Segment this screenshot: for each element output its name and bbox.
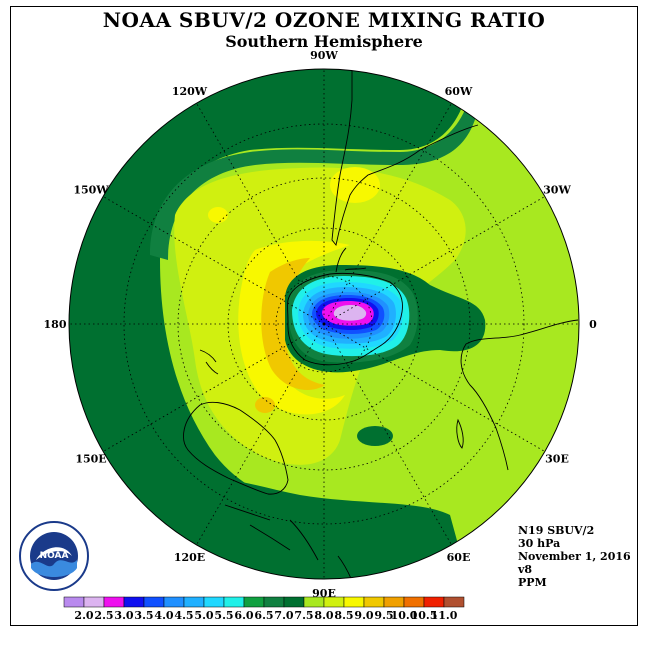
colorbar-label: 4.5 [174, 609, 193, 622]
field-dark-green [69, 69, 470, 579]
coast-australia [183, 401, 289, 495]
meridian-line [323, 323, 452, 546]
meridian-line [323, 196, 546, 325]
field-dark-green-blob [357, 426, 393, 446]
colorbar-swatch [183, 596, 205, 608]
longitude-label: 0 [589, 318, 597, 331]
colorbar-swatch [263, 596, 285, 608]
latitude-circle-4 [123, 123, 525, 525]
colorbar-swatch [123, 596, 145, 608]
map-frame [10, 6, 638, 626]
colorbar-swatch [163, 596, 185, 608]
meridian-line [196, 102, 325, 325]
colorbar-label: 9.0 [354, 609, 373, 622]
colorbar-label: 5.0 [194, 609, 213, 622]
info-block: N19 SBUV/2 30 hPa November 1, 2016 v8 PP… [518, 524, 631, 589]
coastlines [183, 69, 579, 579]
meridian-line [323, 102, 452, 325]
map-subtitle: Southern Hemisphere [225, 32, 423, 51]
colorbar-label: 8.0 [314, 609, 333, 622]
colorbar-swatch [223, 596, 245, 608]
logo-wave [31, 560, 77, 577]
field-gold-spot [255, 397, 275, 413]
colorbar-label: 6.0 [234, 609, 253, 622]
colorbar-swatch [63, 596, 85, 608]
coast-india [337, 555, 356, 579]
field-dark-green-south [160, 476, 470, 579]
colorbar-label: 7.0 [274, 609, 293, 622]
longitude-label: 120W [172, 85, 208, 98]
colorbar-swatch [103, 596, 125, 608]
colorbar-label: 10.5 [411, 609, 438, 622]
logo-bird [36, 547, 72, 560]
coast-south-america [331, 69, 479, 247]
coast-se-asia [224, 504, 319, 561]
longitude-label: 90W [310, 49, 338, 62]
contour-2-5 [333, 305, 367, 321]
coast-africa [460, 319, 579, 471]
field-yellow-spot-1 [330, 167, 380, 203]
colorbar: 2.0 2.5 3.0 3.5 4.0 4.5 5.0 5.5 6.0 6.5 7.0 7.5 8.0 8… [63, 596, 465, 622]
ozone-field [69, 69, 579, 579]
map-border [68, 68, 580, 580]
colorbar-label: 10.0 [391, 609, 418, 622]
colorbar-label: 4.0 [154, 609, 173, 622]
coast-antarctica [287, 272, 403, 366]
colorbar-label: 9.5 [374, 609, 393, 622]
colorbar-swatch [383, 596, 405, 608]
latitude-circle-1 [275, 275, 373, 373]
colorbar-swatch [283, 596, 305, 608]
field-gold [261, 258, 325, 390]
colorbar-swatch [403, 596, 425, 608]
coast-madagascar [456, 418, 464, 449]
colorbar-swatch [243, 596, 265, 608]
meridian-line [102, 323, 325, 452]
longitude-label: 30E [545, 453, 569, 466]
longitude-label: 60E [447, 551, 471, 564]
colorbar-swatch [323, 596, 345, 608]
coast-antarctic-peninsula [335, 247, 367, 273]
longitude-label: 120E [174, 551, 205, 564]
info-units: PPM [518, 576, 547, 589]
logo-text: NOAA [40, 551, 69, 561]
colorbar-swatch [143, 596, 165, 608]
longitude-label: 30W [543, 184, 571, 197]
colorbar-label: 3.0 [114, 609, 133, 622]
meridian-line [196, 323, 325, 546]
coast-new-zealand [199, 349, 219, 375]
colorbar-label: 6.5 [254, 609, 273, 622]
colorbar-label: 5.5 [214, 609, 233, 622]
longitude-label: 150E [75, 453, 106, 466]
info-satellite: N19 SBUV/2 [518, 524, 595, 537]
info-level: 30 hPa [518, 537, 561, 550]
colorbar-label: 8.5 [334, 609, 353, 622]
colorbar-label: 11.0 [431, 609, 458, 622]
colorbar-swatch [423, 596, 445, 608]
field-yellow-spot-2 [208, 207, 228, 223]
longitude-label: 180 [44, 318, 67, 331]
latitude-circle-3 [177, 177, 471, 471]
colorbar-swatch [363, 596, 385, 608]
colorbar-label: 3.5 [134, 609, 153, 622]
meridian-line [323, 323, 546, 452]
colorbar-label: 7.5 [294, 609, 313, 622]
colorbar-swatch [343, 596, 365, 608]
meridian-line [102, 196, 325, 325]
colorbar-swatch [203, 596, 225, 608]
info-date: November 1, 2016 [518, 550, 631, 563]
meridians [69, 69, 579, 579]
colorbar-label: 2.5 [94, 609, 113, 622]
info-version: v8 [518, 563, 533, 576]
longitude-label: 60W [445, 85, 473, 98]
longitude-label: 150W [73, 184, 109, 197]
map-title: NOAA SBUV/2 OZONE MIXING RATIO [102, 8, 546, 32]
noaa-logo: NOAA [19, 521, 89, 591]
colorbar-swatch [443, 596, 465, 608]
colorbar-label: 2.0 [74, 609, 93, 622]
colorbar-swatch [303, 596, 325, 608]
colorbar-swatch [83, 596, 105, 608]
